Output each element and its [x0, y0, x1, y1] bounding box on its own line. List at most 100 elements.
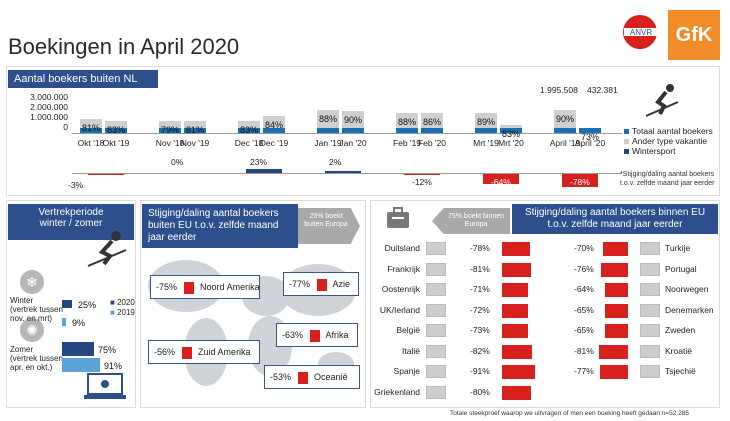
top-panel — [6, 66, 720, 196]
country-pct: -77% — [574, 366, 594, 376]
snowflake-icon: ❄ — [20, 270, 44, 294]
top-header: Aantal boekers buiten NL — [8, 70, 158, 88]
country-name: Griekenland — [374, 386, 420, 397]
country-name: Zweden — [665, 325, 696, 335]
region-azie: -77% Azie — [283, 272, 359, 296]
country-flag-icon — [640, 365, 660, 378]
legend-2019-label: 2019 — [117, 308, 135, 317]
change-label: 23% — [250, 157, 268, 167]
region-pct: -77% — [289, 279, 311, 289]
x-tick-label: Feb '20 — [417, 138, 447, 148]
footnote-2: t.o.v. zelfde maand jaar eerder — [620, 180, 715, 187]
country-name: Spanje — [393, 366, 420, 376]
country-flag-icon — [426, 385, 446, 399]
x-tick-label: Feb '19 — [392, 138, 422, 148]
change-label: -64% — [491, 177, 511, 187]
x-tick-label: April '19 — [549, 138, 581, 148]
country-row: -65% Denemarken — [548, 302, 718, 320]
region-pct: -56% — [154, 347, 176, 357]
page-title: Boekingen in April 2020 — [8, 34, 240, 59]
country-bar — [598, 344, 628, 359]
bar-pct: 88% — [397, 117, 416, 127]
country-name: Portugal — [665, 263, 697, 274]
change-axis — [72, 173, 622, 174]
ytick: 2.000.000 — [30, 102, 68, 112]
mid-panel — [140, 200, 366, 408]
legend-2019: ■ 2019 — [110, 308, 135, 317]
top-legend: Totaal aantal boekers Ander type vakanti… — [624, 126, 724, 156]
country-row: -64% Noorwegen — [548, 281, 718, 299]
winter-2020-bar — [62, 300, 72, 308]
x-tick-label: Dec '18 — [234, 138, 264, 148]
bar-total — [159, 128, 181, 133]
bar-pct: 83% — [106, 125, 125, 135]
zomer-label: Zomer (vertrek tussen apr. en okt.) — [10, 345, 63, 372]
bar-total — [579, 128, 601, 133]
region-bar — [181, 346, 192, 359]
x-tick-label: Jan '19 — [314, 138, 342, 148]
change-bar — [562, 173, 598, 187]
country-bar — [502, 324, 529, 338]
country-name: Kroatië — [665, 345, 692, 356]
sun-icon: ✺ — [20, 318, 44, 342]
winter-title: Winter — [10, 296, 34, 305]
country-bar — [502, 303, 528, 318]
country-bar — [602, 242, 628, 256]
country-row: Duitsland -78% — [374, 240, 544, 258]
right-note-arrow: 75% boekt binnen Europa — [432, 208, 510, 234]
footnote-1: *Stijging/daling aantal boekers — [620, 171, 715, 178]
country-flag-icon — [640, 324, 660, 337]
country-flag-icon — [640, 262, 660, 276]
bar-pct: 84% — [264, 120, 283, 131]
country-name: Tsjechië — [665, 366, 696, 376]
region-pct: -63% — [282, 330, 304, 340]
bar-pct: 86% — [422, 117, 441, 127]
bar-total — [342, 128, 364, 133]
bar-total — [554, 128, 576, 133]
legend-label: Wintersport — [632, 146, 676, 156]
bar-pct: 81% — [81, 123, 100, 134]
change-bar — [246, 168, 282, 173]
region-zuid-amerika: -56% Zuid Amerika — [148, 340, 260, 364]
country-pct: -78% — [470, 243, 490, 253]
top-value-other: 432.381 — [587, 85, 618, 95]
country-name: Oostenrijk — [381, 284, 420, 294]
bar-pct: 90% — [343, 115, 362, 126]
zomer-2020-pct: 75% — [98, 345, 117, 355]
bar-other — [342, 111, 364, 133]
country-bar — [502, 262, 532, 277]
region-bar — [297, 371, 308, 384]
winter-sub1: (vertrek tussen — [10, 305, 63, 314]
change-bar — [404, 173, 440, 176]
bar-total — [238, 128, 260, 133]
region-bar — [316, 278, 327, 291]
bar-pct: 79% — [160, 125, 179, 135]
winter-2019-pct: 9% — [72, 318, 86, 328]
country-row: -76% Portugal — [548, 261, 718, 279]
country-name: Turkije — [665, 243, 691, 253]
bar-total — [263, 128, 285, 133]
country-pct: -82% — [470, 345, 490, 356]
country-name: Frankrijk — [387, 263, 420, 274]
y-axis-labels: 3.000.000 2.000.000 1.000.000 0 — [14, 92, 68, 132]
country-row: -65% Zweden — [548, 322, 718, 340]
winter-2019-bar — [62, 318, 66, 326]
left-header-line2: winter / zomer — [39, 218, 103, 229]
bar-pct: 89% — [476, 117, 495, 127]
region-bar — [183, 281, 194, 294]
bar-other — [554, 109, 576, 133]
change-label: 0% — [171, 157, 184, 167]
legend-label: Totaal aantal boekers — [632, 126, 713, 136]
country-pct: -64% — [574, 284, 594, 294]
country-row: Spanje -91% — [374, 363, 544, 381]
region-pct: -53% — [270, 372, 292, 382]
region-name: Zuid Amerika — [198, 347, 251, 357]
country-row: -77% Tsjechië — [548, 363, 718, 381]
country-name: Duitsland — [384, 243, 420, 253]
region-name: Oceanië — [314, 372, 348, 382]
region-bar — [309, 329, 320, 342]
left-panel — [6, 200, 136, 408]
legend-item: Totaal aantal boekers — [624, 126, 724, 136]
country-name: België — [396, 325, 420, 335]
legend-label: Ander type vakantie — [632, 136, 708, 146]
